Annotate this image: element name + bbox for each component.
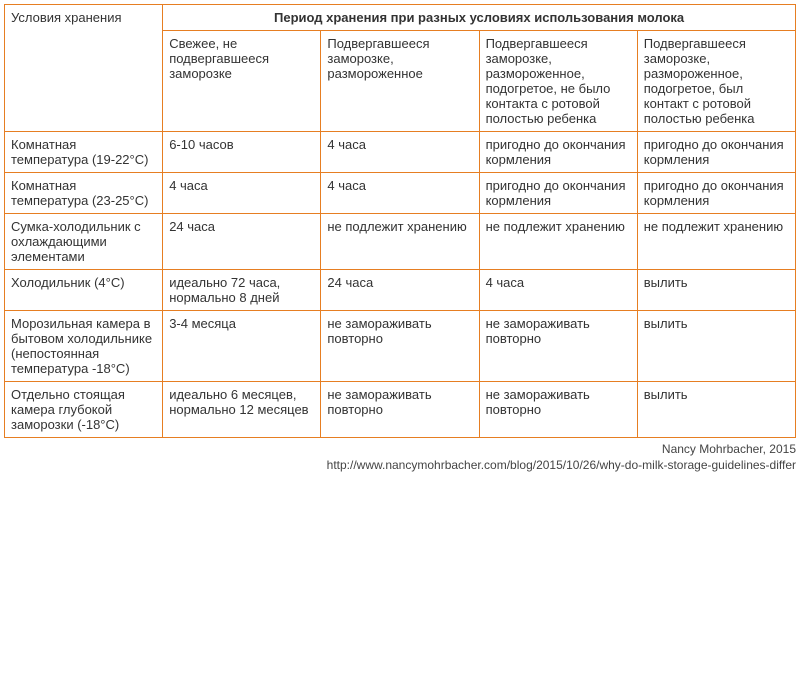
sub-header-0: Свежее, не подвергавшееся заморозке (163, 31, 321, 132)
row-label: Морозильная камера в бытовом холодильник… (5, 311, 163, 382)
cell: пригодно до окончания кормления (637, 173, 795, 214)
table-row: Сумка-холодильник с охлаждающими элемент… (5, 214, 796, 270)
cell: не подлежит хранению (479, 214, 637, 270)
cell: 24 часа (163, 214, 321, 270)
row-label: Комнатная температура (23-25°C) (5, 173, 163, 214)
cell: 24 часа (321, 270, 479, 311)
cell: 6-10 часов (163, 132, 321, 173)
cell: не замораживать повторно (479, 382, 637, 438)
table-row: Комнатная температура (19-22°C) 6-10 час… (5, 132, 796, 173)
sub-header-1: Подвергавшееся заморозке, размороженное (321, 31, 479, 132)
main-header: Период хранения при разных условиях испо… (163, 5, 796, 31)
credit-author: Nancy Mohrbacher, 2015 (662, 442, 796, 456)
cell: не подлежит хранению (321, 214, 479, 270)
sub-header-3: Подвергавшееся заморозке, размороженное,… (637, 31, 795, 132)
table-row: Морозильная камера в бытовом холодильник… (5, 311, 796, 382)
table-container: Условия хранения Период хранения при раз… (4, 4, 796, 473)
credit-block: Nancy Mohrbacher, 2015 http://www.nancym… (4, 442, 796, 473)
row-label: Холодильник (4°C) (5, 270, 163, 311)
cell: 4 часа (321, 132, 479, 173)
table-row: Комнатная температура (23-25°C) 4 часа 4… (5, 173, 796, 214)
cell: идеально 72 часа, нормально 8 дней (163, 270, 321, 311)
cell: пригодно до окончания кормления (637, 132, 795, 173)
credit-url: http://www.nancymohrbacher.com/blog/2015… (327, 458, 796, 472)
cell: вылить (637, 270, 795, 311)
cell: идеально 6 месяцев, нормально 12 месяцев (163, 382, 321, 438)
storage-table: Условия хранения Период хранения при раз… (4, 4, 796, 438)
cell: вылить (637, 382, 795, 438)
cell: пригодно до окончания кормления (479, 173, 637, 214)
table-row: Отдельно стоящая камера глубокой замороз… (5, 382, 796, 438)
cell: не замораживать повторно (321, 311, 479, 382)
cell: не замораживать повторно (479, 311, 637, 382)
cell: не подлежит хранению (637, 214, 795, 270)
row-label: Отдельно стоящая камера глубокой замороз… (5, 382, 163, 438)
corner-header: Условия хранения (5, 5, 163, 132)
cell: пригодно до окончания кормления (479, 132, 637, 173)
table-row: Холодильник (4°C) идеально 72 часа, норм… (5, 270, 796, 311)
cell: 4 часа (321, 173, 479, 214)
cell: 4 часа (479, 270, 637, 311)
cell: 4 часа (163, 173, 321, 214)
cell: 3-4 месяца (163, 311, 321, 382)
sub-header-2: Подвергавшееся заморозке, размороженное,… (479, 31, 637, 132)
table-body: Комнатная температура (19-22°C) 6-10 час… (5, 132, 796, 438)
cell: вылить (637, 311, 795, 382)
row-label: Сумка-холодильник с охлаждающими элемент… (5, 214, 163, 270)
row-label: Комнатная температура (19-22°C) (5, 132, 163, 173)
cell: не замораживать повторно (321, 382, 479, 438)
